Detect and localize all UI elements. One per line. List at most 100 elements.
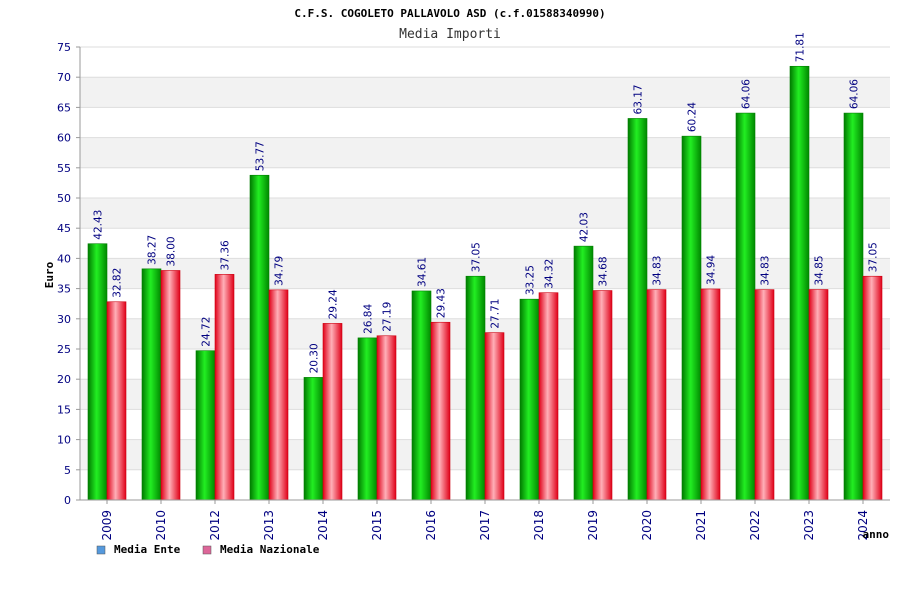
bar-media-ente (735, 112, 756, 501)
bar-media-ente (789, 65, 810, 501)
chart-title: C.F.S. COGOLETO PALLAVOLO ASD (c.f.01588… (294, 7, 605, 20)
bar-value-label: 53.77 (255, 141, 267, 171)
bar-value-labels: 42.43 32.82 38.27 38.00 24.72 37.36 53.77 34.79… (93, 32, 880, 373)
band (80, 77, 890, 108)
bar-media-ente (681, 135, 702, 501)
legend-label-media-nazionale: Media Nazionale (220, 543, 320, 556)
legend-swatch-media-nazionale (202, 545, 212, 555)
bar-value-label: 38.00 (166, 236, 178, 266)
bar-value-label: 37.36 (220, 240, 232, 270)
y-tick-label: 75 (57, 41, 71, 54)
y-tick-label: 15 (57, 403, 71, 416)
bar-media-nazionale (430, 321, 451, 501)
y-axis-ticks: 0 5 10 15 20 25 30 35 40 45 50 55 60 65 70 75 (57, 41, 80, 507)
bar-media-nazionale (484, 332, 505, 501)
bar-media-nazionale (754, 289, 775, 501)
x-tick-label: 2010 (154, 510, 168, 541)
bars (87, 65, 883, 501)
x-tick-label: 2012 (208, 510, 222, 541)
bar-value-label: 38.27 (147, 235, 159, 265)
bar-media-nazionale (322, 323, 343, 501)
y-tick-label: 65 (57, 101, 71, 114)
band (80, 137, 890, 168)
bar-media-nazionale (646, 289, 667, 501)
bar-value-label: 27.71 (490, 299, 502, 329)
bar-media-nazionale (268, 289, 289, 501)
x-tick-label: 2009 (100, 510, 114, 541)
bar-value-label: 27.19 (382, 302, 394, 332)
bar-media-ente (843, 112, 864, 501)
bar-value-label: 63.17 (633, 84, 645, 114)
bar-value-label: 34.61 (417, 257, 429, 287)
bar-media-nazionale (376, 335, 397, 501)
bar-media-nazionale (700, 288, 721, 501)
y-tick-label: 70 (57, 71, 71, 84)
x-tick-label: 2019 (586, 510, 600, 541)
x-tick-label: 2015 (370, 510, 384, 541)
y-tick-label: 35 (57, 283, 71, 296)
legend-label-media-ente: Media Ente (114, 543, 181, 556)
x-tick-label: 2022 (748, 510, 762, 541)
bar-media-nazionale (808, 289, 829, 501)
bar-media-nazionale (214, 274, 235, 501)
x-tick-label: 2017 (478, 510, 492, 541)
bar-value-label: 71.81 (795, 32, 807, 62)
bar-media-nazionale (160, 270, 181, 501)
x-tick-label: 2016 (424, 510, 438, 541)
bar-value-label: 64.06 (741, 79, 753, 109)
bar-media-nazionale (592, 290, 613, 501)
y-tick-label: 50 (57, 192, 71, 205)
bar-value-label: 42.03 (579, 212, 591, 242)
bar-value-label: 34.83 (760, 256, 772, 286)
x-axis-label: anno (863, 528, 890, 541)
legend: Media Ente Media Nazionale (96, 543, 320, 556)
bar-media-nazionale (106, 301, 127, 501)
bar-value-label: 20.30 (309, 343, 321, 373)
bar-value-label: 34.79 (274, 256, 286, 286)
bar-value-label: 34.68 (598, 256, 610, 286)
bar-value-label: 64.06 (849, 79, 861, 109)
bar-media-ente (195, 350, 216, 501)
chart-subtitle: Media Importi (399, 27, 501, 42)
bar-value-label: 34.85 (814, 255, 826, 285)
bar-media-ente (411, 290, 432, 501)
bar-media-ente (627, 118, 648, 501)
bar-value-label: 37.05 (868, 242, 880, 272)
bar-media-nazionale (538, 292, 559, 501)
bar-value-label: 29.24 (328, 289, 340, 319)
bar-value-label: 37.05 (471, 242, 483, 272)
x-tick-label: 2024 (856, 510, 870, 541)
x-axis-ticks: 2009 2010 2012 2013 2014 2015 2016 2017 2018 2019… (100, 500, 870, 541)
bar-value-label: 33.25 (525, 265, 537, 295)
bar-value-label: 24.72 (201, 317, 213, 347)
x-tick-label: 2014 (316, 510, 330, 541)
y-axis-label: Euro (43, 261, 56, 288)
x-tick-label: 2013 (262, 510, 276, 541)
bar-media-ente (303, 377, 324, 501)
bar-value-label: 60.24 (687, 102, 699, 132)
y-tick-label: 0 (64, 494, 71, 507)
bar-value-label: 34.32 (544, 259, 556, 289)
y-tick-label: 40 (57, 252, 71, 265)
bar-media-ente (141, 268, 162, 501)
legend-swatch-media-ente (96, 545, 106, 555)
y-tick-label: 30 (57, 313, 71, 326)
x-tick-label: 2018 (532, 510, 546, 541)
band (80, 198, 890, 229)
y-tick-label: 5 (64, 464, 71, 477)
bar-media-ente (87, 243, 108, 501)
y-tick-label: 20 (57, 373, 71, 386)
bar-value-label: 26.84 (363, 304, 375, 334)
bar-media-ente (573, 245, 594, 501)
y-tick-label: 25 (57, 343, 71, 356)
y-tick-label: 10 (57, 434, 71, 447)
x-tick-label: 2021 (694, 510, 708, 541)
bar-media-nazionale (862, 275, 883, 501)
bar-value-label: 32.82 (112, 268, 124, 298)
bar-media-ente (519, 298, 540, 501)
y-tick-label: 45 (57, 222, 71, 235)
bar-value-label: 34.94 (706, 255, 718, 285)
y-tick-label: 60 (57, 132, 71, 145)
x-tick-label: 2020 (640, 510, 654, 541)
